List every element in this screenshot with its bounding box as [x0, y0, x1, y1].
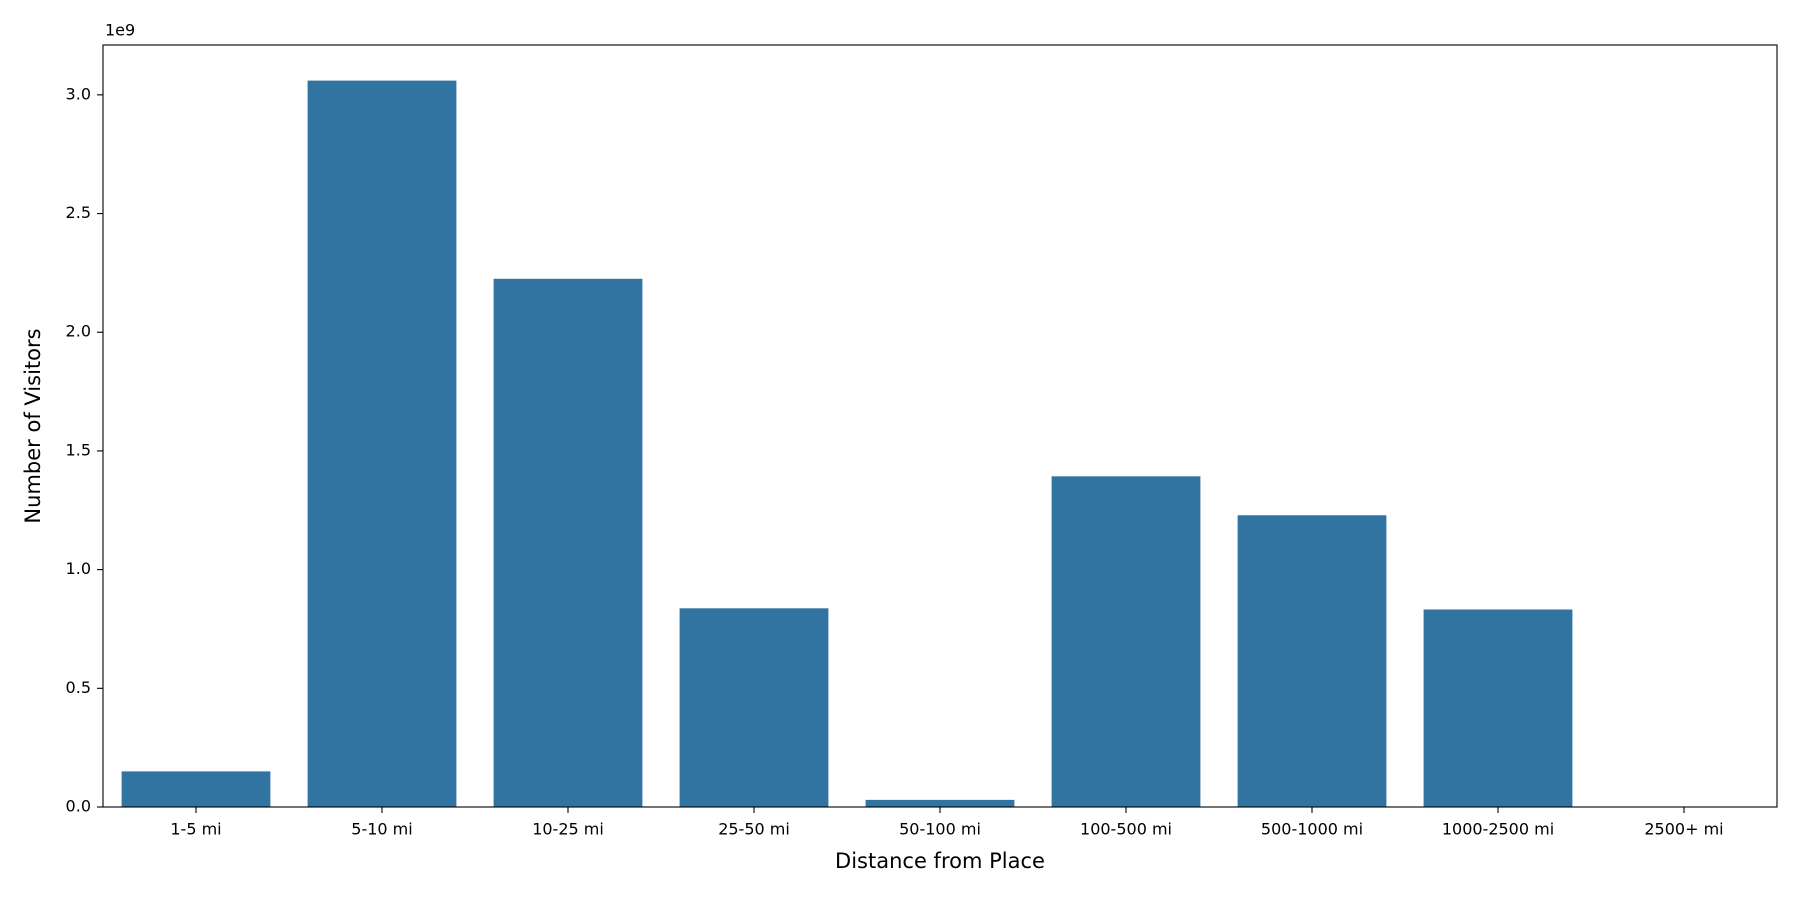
y-tick-label: 2.5 [66, 203, 91, 222]
offset-text: 1e9 [105, 21, 135, 40]
x-tick-label: 5-10 mi [351, 820, 412, 839]
bar [307, 80, 457, 807]
bar [121, 771, 271, 807]
bar [1237, 515, 1387, 807]
y-tick-label: 0.5 [66, 678, 91, 697]
bar [865, 799, 1015, 807]
y-tick-label: 2.0 [66, 322, 91, 341]
x-tick-label: 1-5 mi [170, 820, 221, 839]
plot-frame [102, 44, 1778, 808]
x-tick-label: 500-1000 mi [1261, 820, 1363, 839]
y-tick-label: 1.0 [66, 559, 91, 578]
x-tick-label: 50-100 mi [899, 820, 981, 839]
y-tick-label: 1.5 [66, 440, 91, 459]
bar [679, 608, 829, 807]
x-tick-label: 25-50 mi [718, 820, 790, 839]
x-tick-label: 10-25 mi [532, 820, 604, 839]
y-tick-label: 0.0 [66, 797, 91, 816]
y-axis-label: Number of Visitors [21, 328, 45, 523]
x-tick-label: 2500+ mi [1644, 820, 1723, 839]
x-axis-label: Distance from Place [835, 849, 1045, 873]
bar [493, 278, 643, 808]
bar [1051, 476, 1201, 807]
bar [1423, 609, 1573, 807]
x-tick-label: 100-500 mi [1080, 820, 1172, 839]
y-tick-label: 3.0 [66, 84, 91, 103]
x-tick-label: 1000-2500 mi [1442, 820, 1554, 839]
